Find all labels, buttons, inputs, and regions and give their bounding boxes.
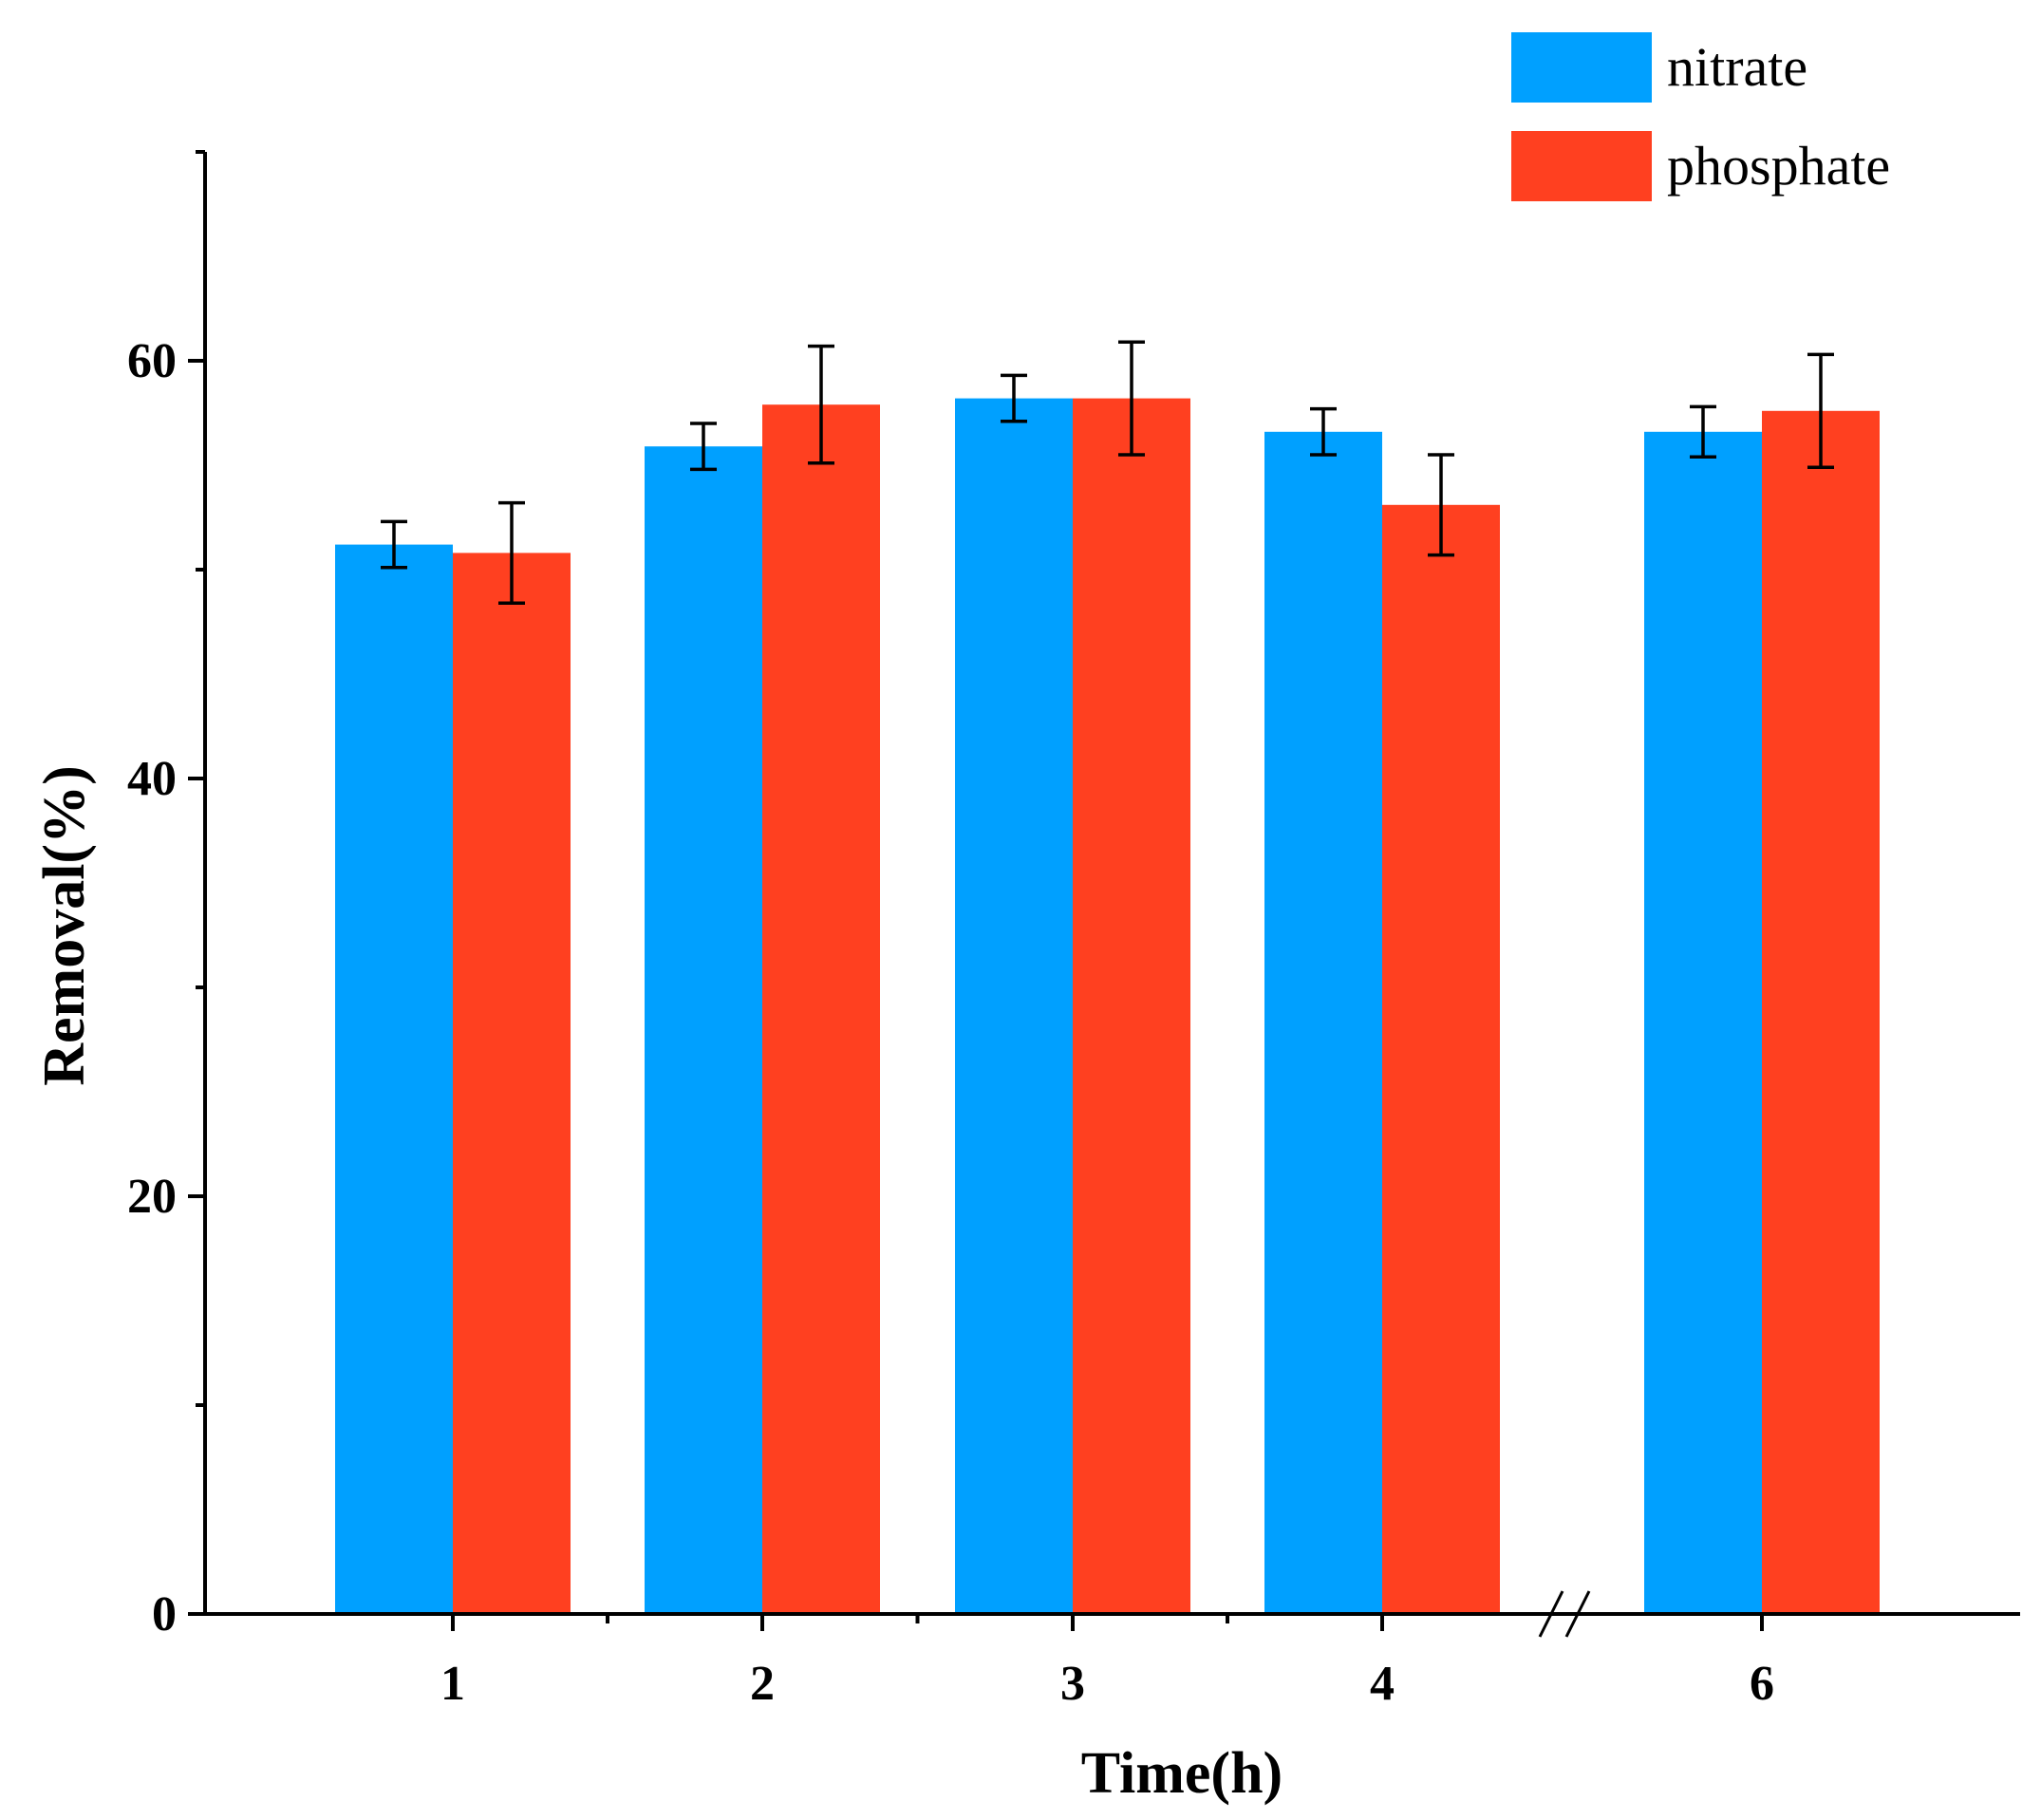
y-tick-label-20: 20 (127, 1170, 177, 1224)
error-bar-phosphate-1 (498, 500, 525, 605)
error-bars-layer (381, 340, 1834, 605)
legend: nitrate phosphate (1511, 32, 1890, 201)
legend-label-phosphate: phosphate (1667, 135, 1890, 197)
bar-nitrate-4 (1264, 431, 1382, 1614)
x-tick-label-2: 2 (750, 1657, 775, 1711)
legend-label-nitrate: nitrate (1667, 36, 1807, 98)
x-axis-title: Time(h) (1081, 1741, 1283, 1806)
bar-phosphate-1 (453, 553, 571, 1614)
ticks-layer: 0 20 40 60 1 2 3 4 6 (127, 150, 1774, 1711)
x-tick-label-1: 1 (440, 1657, 465, 1711)
error-bar-nitrate-1 (381, 519, 407, 570)
x-tick-label-6: 6 (1750, 1657, 1774, 1711)
bar-nitrate-3 (955, 398, 1073, 1615)
error-bar-phosphate-4 (1428, 453, 1454, 557)
y-tick-label-0: 0 (152, 1587, 177, 1642)
bar-nitrate-1 (335, 544, 453, 1614)
axis-break-slash (1538, 1590, 1564, 1638)
error-bar-nitrate-2 (690, 422, 717, 472)
error-bar-nitrate-6 (1690, 404, 1716, 459)
error-bar-phosphate-2 (808, 344, 834, 465)
bar-phosphate-3 (1073, 398, 1190, 1615)
error-bar-nitrate-3 (1001, 373, 1027, 423)
bars-layer (335, 398, 1880, 1615)
bar-phosphate-2 (762, 404, 880, 1615)
axes-layer (203, 152, 2020, 1638)
y-tick-label-40: 40 (127, 752, 177, 806)
error-bar-nitrate-4 (1310, 406, 1337, 457)
error-bar-phosphate-3 (1118, 340, 1145, 457)
axis-break-slash (1564, 1590, 1591, 1638)
bar-nitrate-6 (1644, 431, 1762, 1614)
x-tick-label-3: 3 (1060, 1657, 1085, 1711)
y-axis-title: Removal(%) (32, 765, 97, 1085)
legend-swatch-phosphate (1511, 131, 1652, 201)
axis-break-marker (1538, 1590, 1591, 1638)
bar-nitrate-2 (645, 446, 762, 1615)
legend-swatch-nitrate (1511, 32, 1652, 103)
y-tick-label-60: 60 (127, 334, 177, 388)
bar-phosphate-6 (1762, 410, 1880, 1614)
x-tick-label-4: 4 (1370, 1657, 1395, 1711)
error-bar-phosphate-6 (1807, 352, 1834, 469)
bar-phosphate-4 (1382, 504, 1500, 1614)
